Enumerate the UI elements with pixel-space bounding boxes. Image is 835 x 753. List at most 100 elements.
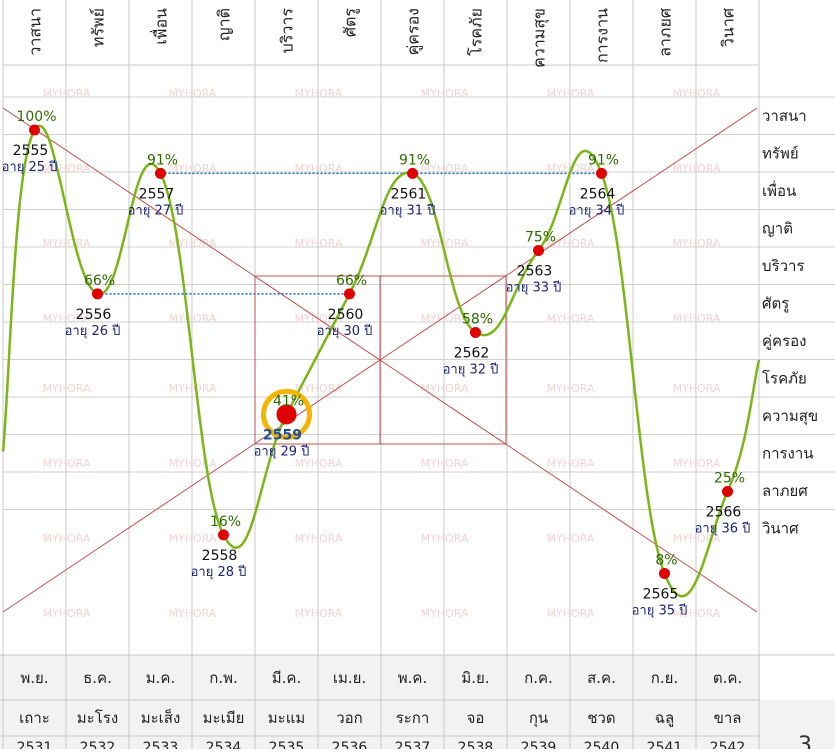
watermark-text: MYHORA — [169, 87, 217, 100]
base-year-label: 2535 — [269, 740, 305, 749]
animal-year-label: วอก — [336, 709, 363, 727]
column-headers: วาสนา ทรัพย์ เพื่อน ญาติ บริวาร ศัตรู คู่ครอง โ… — [26, 8, 738, 68]
watermark-text: MYHORA — [547, 382, 595, 395]
watermark-text: MYHORA — [673, 237, 721, 250]
watermark-text: MYHORA — [673, 162, 721, 175]
column-header: วินาศ — [719, 8, 738, 47]
point-age-label: อายุ 35 ปี — [632, 602, 688, 618]
watermark-text: MYHORA — [295, 237, 343, 250]
month-label: ธ.ค. — [83, 669, 112, 687]
point-percent-label: 66% — [84, 273, 115, 289]
point-year-label: 2558 — [202, 548, 238, 564]
point-year-label: 2566 — [706, 505, 742, 521]
month-label: ก.พ. — [209, 669, 238, 687]
point-year-label: 2563 — [517, 264, 553, 280]
row-label: วาสนา — [762, 107, 807, 125]
watermark-text: MYHORA — [673, 607, 721, 620]
month-label: ต.ค. — [713, 669, 742, 687]
animal-year-label: กุน — [529, 709, 548, 728]
watermark-text: MYHORA — [547, 457, 595, 470]
data-point — [407, 167, 418, 179]
row-label: ลาภยศ — [762, 482, 808, 500]
base-year-label: 2541 — [647, 740, 683, 749]
watermark-text: MYHORA — [295, 532, 343, 545]
column-header: โรคภัย — [467, 8, 486, 56]
point-age-label: อายุ 34 ปี — [569, 202, 625, 218]
watermark-layer: MYHORA MYHORA MYHORA MYHORA MYHORA MYHORA MYHO… — [43, 87, 721, 620]
watermark-text: MYHORA — [169, 532, 217, 545]
point-age-label: อายุ 30 ปี — [317, 323, 373, 339]
month-label: เม.ย. — [333, 669, 366, 687]
point-year-label: 2560 — [328, 307, 364, 323]
row-labels: วาสนาทรัพย์เพื่อนญาติบริวารศัตรูคู่ครองโ… — [761, 107, 818, 538]
column-header: คู่ครอง — [404, 8, 424, 55]
footer-background — [0, 655, 760, 749]
point-percent-label: 58% — [462, 311, 493, 327]
corner-background — [760, 700, 835, 749]
point-age-label: อายุ 29 ปี — [254, 443, 310, 459]
base-year-label: 2536 — [332, 740, 368, 749]
watermark-text: MYHORA — [421, 457, 469, 470]
animal-year-label: มะแม — [268, 709, 306, 727]
month-label: ก.ย. — [651, 669, 678, 687]
base-year-label: 2534 — [206, 740, 242, 749]
data-point — [92, 288, 103, 300]
animal-year-label: ชวด — [587, 709, 615, 727]
watermark-text: MYHORA — [673, 382, 721, 395]
column-header: ศัตรู — [341, 8, 361, 38]
point-age-label: อายุ 31 ปี — [380, 202, 436, 218]
corner-label: 3 — [798, 733, 812, 749]
watermark-text: MYHORA — [421, 162, 469, 175]
month-label: ก.ค. — [524, 669, 553, 687]
watermark-text: MYHORA — [547, 87, 595, 100]
point-age-label: อายุ 27 ปี — [128, 202, 184, 218]
base-year-label: 2533 — [143, 740, 179, 749]
base-year-label: 2531 — [17, 740, 53, 749]
point-percent-label: 8% — [655, 552, 677, 568]
watermark-text: MYHORA — [421, 237, 469, 250]
point-year-label: 2559 — [263, 427, 302, 443]
base-year-label: 2538 — [458, 740, 494, 749]
watermark-text: MYHORA — [295, 87, 343, 100]
point-percent-label: 91% — [147, 152, 178, 168]
month-label: ม.ค. — [146, 669, 175, 687]
base-year-label: 2539 — [521, 740, 557, 749]
point-year-label: 2556 — [76, 307, 112, 323]
watermark-text: MYHORA — [43, 532, 91, 545]
month-label: มี.ค. — [272, 669, 301, 687]
data-point — [659, 567, 670, 579]
watermark-text: MYHORA — [295, 457, 343, 470]
animal-year-label: ขาล — [714, 709, 742, 727]
point-percent-label: 41% — [273, 393, 304, 409]
row-label: บริวาร — [762, 257, 804, 275]
row-label: เพื่อน — [762, 180, 796, 200]
row-label: การงาน — [762, 444, 814, 462]
row-label: ทรัพย์ — [762, 144, 799, 162]
base-year-label: 2537 — [395, 740, 431, 749]
animal-year-label: ฉลู — [655, 709, 674, 727]
point-age-label: อายุ 36 ปี — [695, 521, 751, 537]
watermark-text: MYHORA — [43, 162, 91, 175]
base-year-label: 2540 — [584, 740, 620, 749]
watermark-text: MYHORA — [43, 457, 91, 470]
row-label: คู่ครอง — [762, 332, 806, 350]
watermark-text: MYHORA — [169, 607, 217, 620]
watermark-text: MYHORA — [421, 382, 469, 395]
row-label: โรคภัย — [762, 369, 807, 387]
watermark-text: MYHORA — [43, 312, 91, 325]
point-percent-label: 91% — [399, 152, 430, 168]
row-label: ญาติ — [762, 219, 793, 237]
watermark-text: MYHORA — [169, 162, 217, 175]
watermark-text: MYHORA — [43, 607, 91, 620]
point-percent-label: 16% — [210, 514, 241, 530]
column-header: การงาน — [593, 8, 612, 63]
data-point — [722, 486, 733, 497]
point-percent-label: 66% — [336, 273, 367, 289]
point-age-label: อายุ 33 ปี — [506, 280, 562, 296]
month-label: มิ.ย. — [461, 669, 489, 687]
current-year-point — [276, 404, 297, 425]
point-percent-label: 75% — [525, 230, 556, 246]
